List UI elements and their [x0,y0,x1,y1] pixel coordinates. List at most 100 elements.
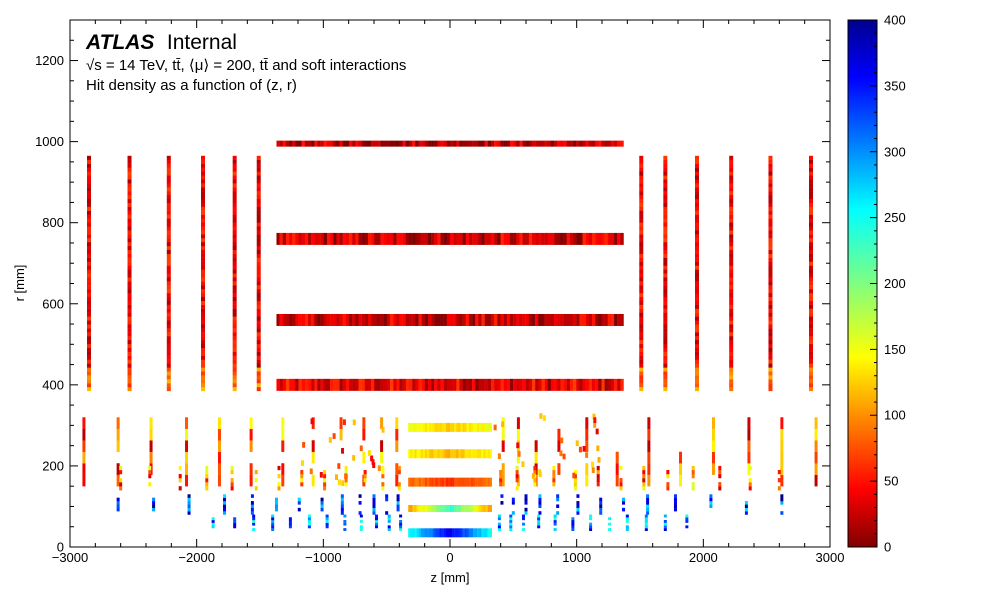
pixel-endcap-cell [281,463,285,475]
strip-endcap-cell [639,296,644,301]
strip-barrel-cell [308,313,312,326]
strip-barrel-cell [557,378,561,391]
pixel-endcap-cell [288,522,292,526]
strip-endcap-cell [232,355,237,360]
strip-barrel-cell [607,232,612,245]
strip-barrel-cell [591,378,596,391]
strip-barrel-cell [538,140,542,147]
strip-barrel-cell [364,140,369,147]
strip-endcap-cell [127,159,132,164]
pixel-endcap-cell [552,474,556,479]
pixel-barrel-cell [439,449,442,459]
pixel-endcap-cell [814,428,818,441]
pixel-barrel-cell [443,449,447,459]
strip-endcap-cell [166,222,171,227]
strip-endcap-cell [663,316,668,321]
strip-barrel-cell [459,378,463,391]
strip-endcap-cell [256,379,261,384]
strip-barrel-cell [497,313,501,326]
pixel-endcap-cell [711,463,715,475]
pixel-barrel-cell [468,504,472,512]
strip-endcap-cell [256,304,261,309]
pixel-endcap-cell [187,501,191,505]
pixel-barrel-cell [452,528,455,538]
strip-endcap-cell [232,257,237,262]
strip-endcap-cell [201,163,205,168]
pixel-barrel-cell [437,528,440,538]
pixel-endcap-cell [573,469,577,475]
strip-barrel-cell [364,232,369,245]
pixel-endcap-cell [230,478,234,483]
pixel-endcap-cell [116,463,120,475]
pixel-barrel-cell [439,528,442,538]
pixel-endcap-cell [271,514,275,518]
pixel-barrel-cell [454,477,457,487]
pixel-barrel-cell [441,477,444,487]
strip-endcap-cell [166,245,171,251]
strip-endcap-cell [256,328,261,333]
pixel-endcap-cell [320,507,324,512]
strip-barrel-cell [402,378,407,391]
strip-barrel-cell [491,232,495,245]
pixel-barrel-cell [479,422,482,432]
pixel-endcap-cell [557,463,561,475]
strip-endcap-cell [201,183,205,188]
strip-endcap-cell [87,351,91,356]
strip-endcap-cell [127,245,132,251]
strip-endcap-cell [232,265,237,270]
pixel-barrel-cell [485,504,488,512]
pixel-endcap-cell [116,417,120,429]
strip-endcap-cell [639,300,644,305]
pixel-endcap-cell [622,497,626,502]
pixel-endcap-cell [524,507,528,512]
pixel-barrel-cell [445,449,449,459]
strip-endcap-cell [232,328,237,333]
pixel-inclined-cell [309,468,313,475]
strip-barrel-cell [396,313,400,326]
strip-endcap-cell [232,363,237,368]
strip-endcap-cell [166,159,171,164]
strip-barrel-cell [456,140,460,147]
strip-barrel-cell [380,140,384,147]
pixel-endcap-cell [646,497,650,502]
pixel-endcap-cell [666,474,670,479]
strip-endcap-cell [663,269,668,274]
pixel-barrel-cell [437,477,440,487]
pixel-endcap-cell [557,440,561,452]
strip-barrel-cell [342,313,347,326]
strip-endcap-cell [232,339,237,345]
strip-endcap-cell [809,245,813,251]
pixel-endcap-cell [666,482,670,487]
strip-barrel-cell [311,378,315,391]
strip-barrel-cell [314,378,318,391]
pixel-endcap-cell [596,469,600,475]
strip-barrel-cell [330,140,334,147]
strip-endcap-cell [166,351,171,356]
strip-barrel-cell [333,378,337,391]
pixel-barrel-cell [466,504,470,512]
pixel-endcap-cell [777,469,781,475]
pixel-endcap-cell [187,507,191,512]
strip-endcap-cell [639,191,644,196]
pixel-barrel-cell [410,528,413,538]
strip-endcap-cell [729,347,734,352]
strip-endcap-cell [166,183,171,188]
pixel-endcap-cell [152,507,156,512]
strip-barrel-cell [528,232,533,245]
strip-endcap-cell [201,269,205,274]
strip-barrel-cell [446,313,451,326]
strip-endcap-cell [663,300,668,305]
pixel-barrel-cell [424,422,428,432]
pixel-barrel-cell [437,449,440,459]
strip-endcap-cell [201,234,205,239]
pixel-inclined-cell [334,474,338,480]
pixel-barrel-cell [427,504,430,512]
strip-barrel-cell [595,378,599,391]
strip-barrel-cell [519,378,523,391]
strip-endcap-cell [232,183,237,188]
strip-endcap-cell [695,167,699,172]
pixel-barrel-cell [435,528,438,538]
strip-endcap-cell [232,292,237,298]
pixel-endcap-cell [362,428,366,441]
